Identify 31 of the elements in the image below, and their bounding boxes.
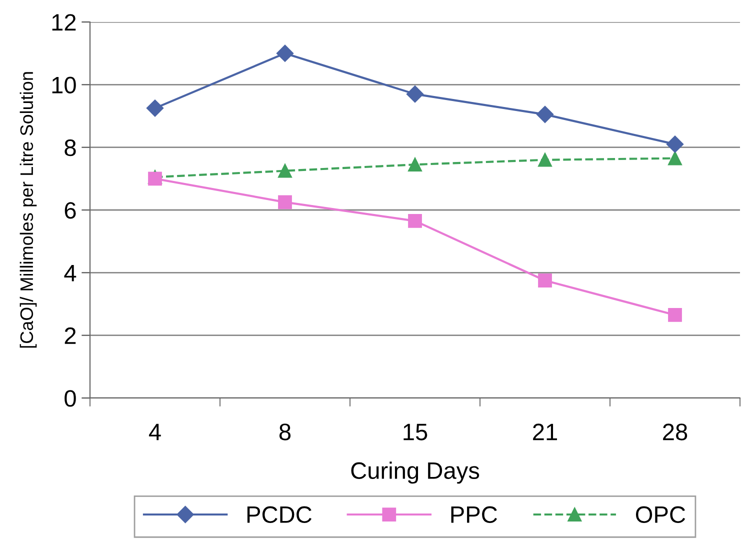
y-tick-label: 2 xyxy=(64,327,76,344)
point xyxy=(538,152,552,167)
point xyxy=(668,308,682,322)
y-tick-label: 8 xyxy=(64,139,76,156)
point xyxy=(536,106,554,123)
x-tick-label: 21 xyxy=(533,424,557,440)
point xyxy=(668,151,682,166)
y-tick-label: 4 xyxy=(64,264,76,282)
point xyxy=(408,214,422,228)
point xyxy=(146,100,164,117)
y-tick-label: 12 xyxy=(52,14,76,31)
legend-label: OPC xyxy=(636,506,686,524)
x-tick-label: 28 xyxy=(663,424,688,440)
point xyxy=(408,158,422,172)
x-tick-label: 4 xyxy=(148,424,161,440)
point xyxy=(666,136,684,153)
y-tick-label: 10 xyxy=(52,76,76,94)
x-tick-label: 15 xyxy=(404,424,428,440)
x-tick-label: 8 xyxy=(279,424,291,440)
point xyxy=(148,172,162,186)
x-axis-title: Curing Days xyxy=(351,462,480,484)
y-tick-label: 6 xyxy=(64,202,76,219)
legend-label: PPC xyxy=(451,506,498,524)
y-tick-label: 0 xyxy=(64,390,76,407)
y-axis-title: [CaO]/ Millimoles per Litre Solution xyxy=(20,72,37,348)
legend-label: PCDC xyxy=(247,506,312,524)
point xyxy=(278,164,292,178)
point xyxy=(406,86,424,103)
point xyxy=(276,44,294,62)
point xyxy=(278,195,292,210)
point xyxy=(538,274,552,288)
